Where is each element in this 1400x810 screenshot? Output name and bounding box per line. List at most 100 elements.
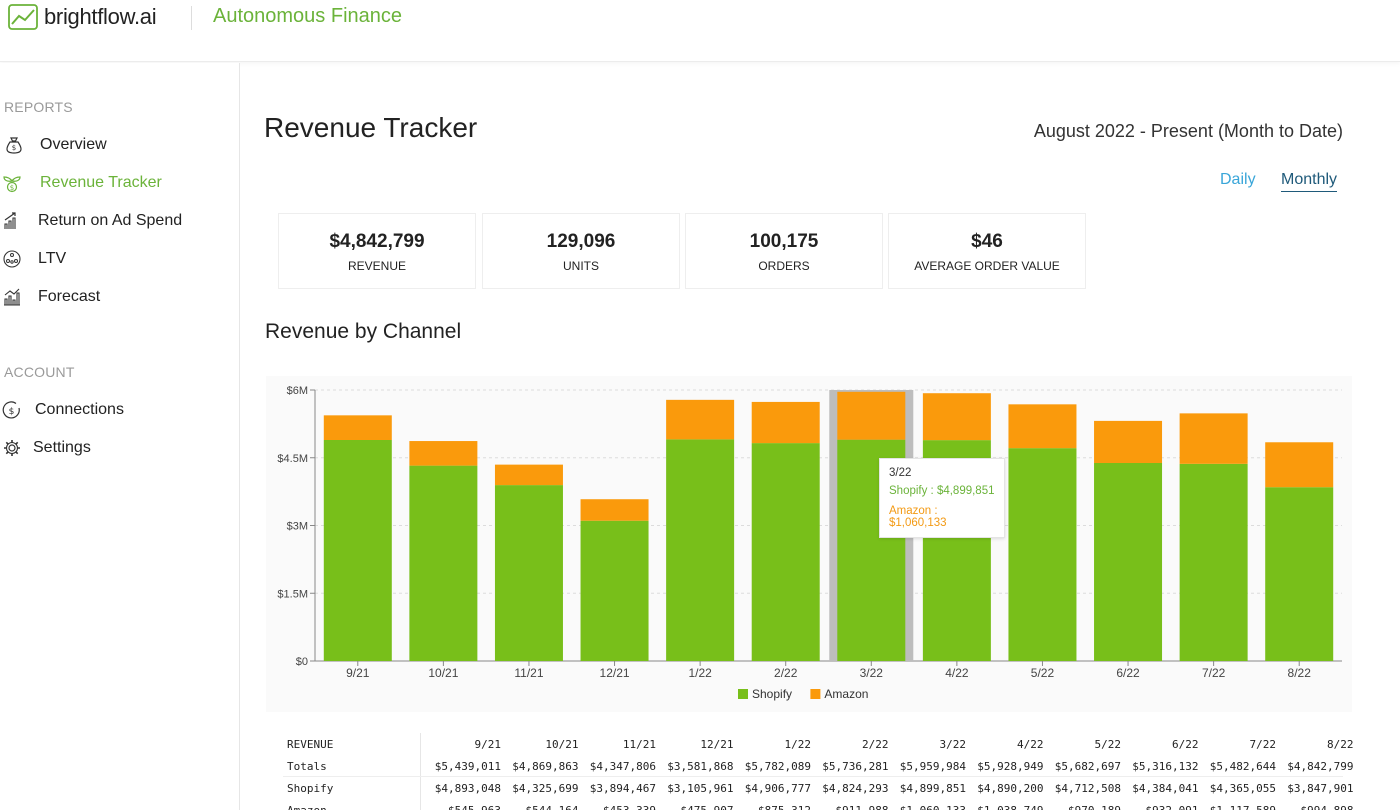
x-tick-label: 12/21 [600,666,630,680]
daily-toggle[interactable]: Daily [1220,171,1256,188]
y-tick-label: $0 [296,656,308,668]
table-header-cell: 7/22 [1249,738,1277,751]
sidebar-item-label: Revenue Tracker [40,174,162,191]
legend-label-amazon: Amazon [824,687,868,701]
table-cell: $5,736,281 [822,760,889,773]
x-tick-label: 9/21 [346,666,370,680]
table-cell: $5,439,011 [434,760,501,773]
sidebar-item-label: LTV [38,250,67,267]
x-tick-label: 3/22 [860,666,884,680]
kpi-value: $46 [971,231,1003,252]
bar-shopify [751,443,820,661]
bar-amazon [1179,413,1248,464]
dollar-circle-icon: $ [2,401,20,419]
table-cell: $4,347,806 [589,760,656,773]
bar-amazon [1265,442,1334,488]
table-header-cell: 2/22 [862,738,889,751]
bar-chart-icon [4,288,20,306]
sidebar-item-forecast[interactable]: Forecast [2,284,100,310]
x-tick-label: 1/22 [688,666,712,680]
kpi-value: 129,096 [546,231,616,252]
sidebar-item-label: Overview [40,136,107,153]
table-cell: $5,928,949 [977,760,1044,773]
bar-amazon [1008,404,1077,449]
kpi-card-average-order-value: $46 AVERAGE ORDER VALUE [888,213,1086,289]
money-bag-icon: $ [6,137,22,154]
gear-icon [4,440,20,456]
table-cell: $4,869,863 [512,760,579,773]
table-header-cell: 11/21 [622,738,656,751]
table-header-row: REVENUE 9/21 10/21 11/21 12/21 1/22 2/22 3/22 4/… [283,733,1354,755]
bar-shopify [1265,487,1334,661]
sidebar-item-return-on-ad-spend[interactable]: Return on Ad Spend [2,208,182,234]
bar-shopify [580,520,649,661]
table-cell: $475,907 [656,804,734,810]
tooltip-amazon: Amazon : $1,060,133 [889,505,947,529]
kpi-label: UNITS [563,259,599,273]
table-cell: $5,316,132 [1132,760,1199,773]
reports-heading: REPORTS [4,99,73,115]
bar-amazon [751,401,820,444]
brand-name: brightflow.ai [44,4,157,29]
table-row-label: Shopify [287,782,334,795]
table-cell: $4,384,041 [1132,782,1199,795]
bar-shopify [1008,448,1077,661]
brand-divider [191,6,192,30]
bar-amazon [580,499,649,521]
table-cell: $5,959,984 [899,760,966,773]
legend-label-shopify: Shopify [752,687,792,701]
table-cell: $911,988 [811,804,889,810]
sidebar-item-connections[interactable]: $ Connections [2,397,124,423]
sidebar-item-revenue-tracker[interactable]: $ Revenue Tracker [2,170,162,196]
date-range-selector[interactable]: August 2022 - Present (Month to Date) [1033,121,1343,141]
revenue-by-channel-chart[interactable]: $0 $1.5M $3M $4.5M $6M 9/21 10/21 11/21 12/21 1/2… [266,376,1352,712]
table-header-cell: 1/22 [784,738,812,751]
table-cell: $545,963 [423,804,501,810]
table-cell: $3,105,961 [667,782,734,795]
chart-tooltip: 3/22 Shopify : $4,899,851 Amazon : $1,06… [879,458,1005,538]
table-cell: $3,894,467 [589,782,656,795]
growth-arrow-icon [4,212,16,229]
bar-shopify [409,465,478,661]
bar-shopify [666,439,735,661]
kpi-value: $4,842,799 [329,231,425,252]
table-cell: $1,117,589 [1198,804,1276,810]
svg-text:$: $ [12,144,16,152]
table-header-cell: 5/22 [1094,738,1122,751]
sidebar: REPORTS $ Overview $ Revenue Tracker Ret… [0,63,240,810]
page-title: Revenue Tracker [264,112,478,143]
table-header-label: REVENUE [287,738,334,751]
table-header-cell: 12/21 [700,738,734,751]
sidebar-item-settings[interactable]: Settings [2,435,91,461]
brand-logo[interactable]: brightflow.ai [8,2,157,32]
x-tick-label: 5/22 [1031,666,1055,680]
x-tick-label: 7/22 [1202,666,1226,680]
x-tick-label: 2/22 [774,666,798,680]
table-cell: $3,581,868 [667,760,734,773]
bar-amazon [494,464,563,486]
table-cell: $994,898 [1276,804,1354,810]
y-tick-label: $4.5M [277,453,308,465]
table-header-cell: 6/22 [1172,738,1199,751]
table-header-cell: 10/21 [545,738,579,751]
table-cell: $5,682,697 [1054,760,1121,773]
x-tick-label: 10/21 [428,666,458,680]
sidebar-item-overview[interactable]: $ Overview [4,132,107,158]
bar-shopify [323,439,392,661]
table-cell: $932,091 [1121,804,1199,810]
y-tick-label: $1.5M [277,588,308,600]
table-cell: $4,824,293 [822,782,889,795]
plant-money-icon: $ [3,176,21,193]
sidebar-item-ltv[interactable]: LTV [2,246,66,272]
table-row: Amazon $545,963$544,164$453,339$475,907$8… [283,799,1354,810]
kpi-card-orders: 100,175 ORDERS [685,213,883,289]
section-title: Revenue by Channel [265,320,462,343]
table-cell: $5,482,644 [1209,760,1276,773]
monthly-toggle[interactable]: Monthly [1281,171,1338,192]
bar-amazon [1094,420,1163,463]
account-heading: ACCOUNT [4,364,75,380]
kpi-label: AVERAGE ORDER VALUE [914,259,1060,273]
revenue-chart-area: $0 $1.5M $3M $4.5M $6M 9/21 10/21 11/21 12/21 1/2… [266,376,1352,712]
sidebar-item-label: Settings [33,439,91,456]
y-tick-label: $3M [287,521,308,533]
